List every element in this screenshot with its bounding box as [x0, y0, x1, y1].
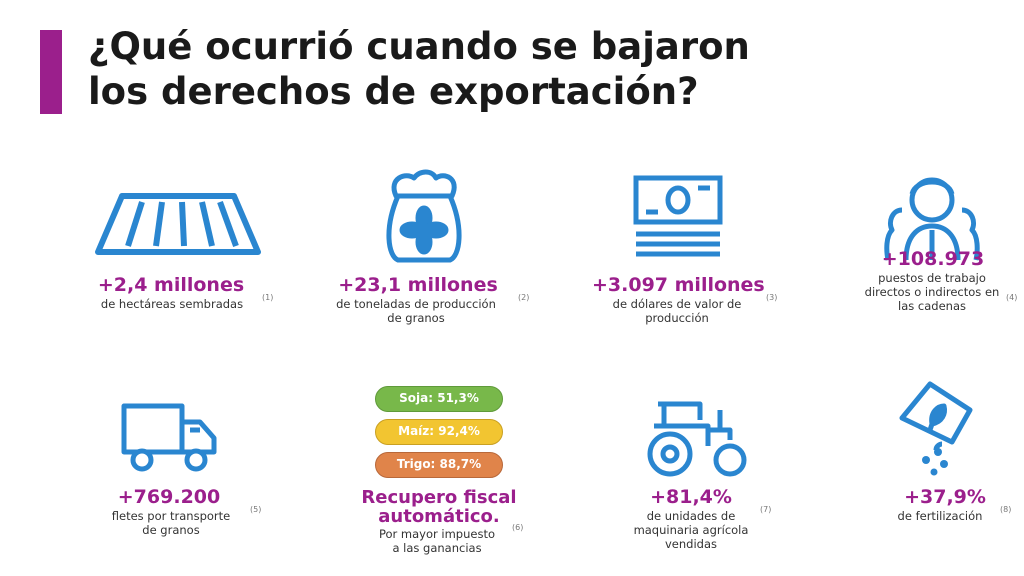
- banknote-icon: [632, 174, 724, 262]
- pill-trigo: Trigo: 88,7%: [375, 452, 503, 478]
- jobs-value: +108.973: [881, 248, 985, 270]
- tons-note: (2): [518, 293, 530, 302]
- tons-desc: de toneladas de producción de granos: [336, 297, 496, 325]
- freight-note: (5): [250, 505, 262, 514]
- truck-icon: [120, 400, 220, 476]
- title-line-2: los derechos de exportación?: [88, 70, 699, 113]
- fertilization-value: +37,9%: [904, 486, 986, 508]
- fiscal-title: Recupero fiscal automático.: [361, 487, 517, 527]
- tons-value: +23,1 millones: [338, 274, 498, 296]
- jobs-note: (4): [1006, 293, 1018, 302]
- jobs-desc: puestos de trabajo directos o indirectos…: [864, 271, 1000, 313]
- fertilizer-icon: [896, 378, 976, 478]
- dollars-value: +3.097 millones: [592, 274, 765, 296]
- fiscal-note: (6): [512, 523, 524, 532]
- freight-desc: fletes por transporte de granos: [111, 509, 231, 537]
- field-icon: [92, 190, 264, 258]
- pill-maiz: Maíz: 92,4%: [375, 419, 503, 445]
- machinery-note: (7): [760, 505, 772, 514]
- page-title: ¿Qué ocurrió cuando se bajaron los derec…: [88, 24, 788, 114]
- fertilization-desc: de fertilización: [897, 509, 983, 523]
- accent-bar: [40, 30, 62, 114]
- grain-sack-icon: [386, 168, 462, 264]
- machinery-value: +81,4%: [650, 486, 732, 508]
- dollars-note: (3): [766, 293, 778, 302]
- fertilization-note: (8): [1000, 505, 1012, 514]
- dollars-desc: de dólares de valor de producción: [612, 297, 742, 325]
- tractor-icon: [644, 400, 750, 480]
- workers-icon: [884, 170, 980, 264]
- title-line-1: ¿Qué ocurrió cuando se bajaron: [88, 25, 750, 68]
- hectares-desc: de hectáreas sembradas: [100, 297, 244, 311]
- freight-value: +769.200: [117, 486, 221, 508]
- hectares-value: +2,4 millones: [97, 274, 245, 296]
- hectares-note: (1): [262, 293, 274, 302]
- fiscal-desc: Por mayor impuesto a las ganancias: [378, 527, 496, 555]
- machinery-desc: de unidades de maquinaria agrícola vendi…: [633, 509, 749, 551]
- pill-soja: Soja: 51,3%: [375, 386, 503, 412]
